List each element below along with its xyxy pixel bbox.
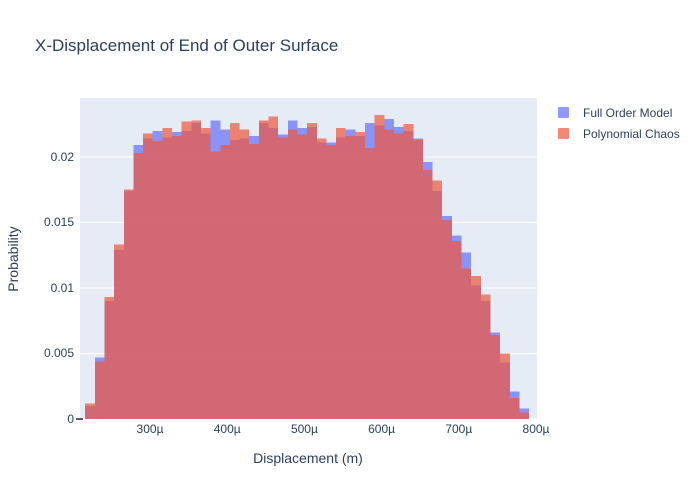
x-tick-label: 700µ <box>445 422 473 436</box>
histogram-polynomial-chaos[interactable] <box>85 115 530 419</box>
x-tick-label: 300µ <box>136 422 164 436</box>
x-tick-label: 600µ <box>368 422 396 436</box>
x-tick-label: 400µ <box>213 422 241 436</box>
x-tick-label: 500µ <box>290 422 318 436</box>
y-tick-label: 0 <box>67 412 74 426</box>
y-tick-label: 0.01 <box>50 280 74 295</box>
y-tick-label: 0.02 <box>50 149 74 164</box>
x-tick-label: 800µ <box>522 422 550 436</box>
legend-label: Full Order Model <box>583 105 673 120</box>
legend-item-polynomial-chaos[interactable]: Polynomial Chaos <box>558 123 680 144</box>
chart-title: X-Displacement of End of Outer Surface <box>35 36 339 55</box>
legend-item-full-order-model[interactable]: Full Order Model <box>558 102 680 123</box>
legend-label: Polynomial Chaos <box>583 126 680 141</box>
plot-area[interactable] <box>80 98 537 419</box>
y-tick-label: 0.005 <box>43 346 74 361</box>
legend-swatch-polynomial-chaos <box>558 128 569 139</box>
legend-swatch-full-order-model <box>558 107 569 118</box>
y-tick-label: 0.015 <box>43 215 74 230</box>
x-axis-title: Displacement (m) <box>253 450 363 466</box>
y-axis-title: Probability <box>5 226 21 292</box>
histogram-plot[interactable] <box>80 98 537 419</box>
y-axis-zero-tick <box>76 418 83 420</box>
legend: Full Order Model Polynomial Chaos <box>558 102 680 144</box>
